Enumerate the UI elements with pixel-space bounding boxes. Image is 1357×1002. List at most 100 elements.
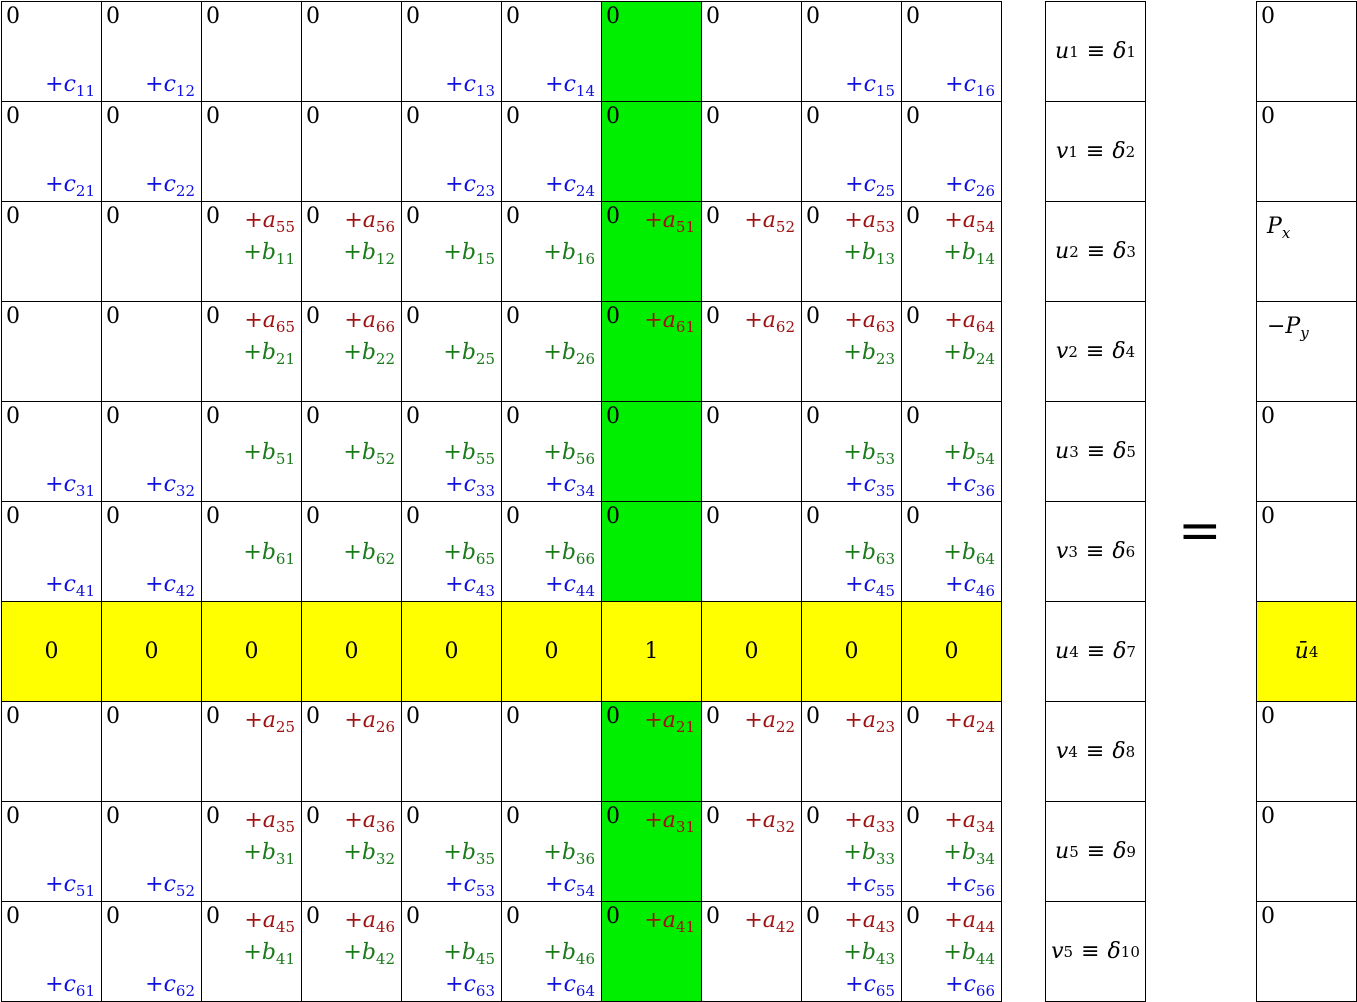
plus-sign: +	[145, 72, 164, 97]
zero-entry: 0	[506, 104, 520, 129]
zero-entry: 0	[706, 504, 720, 529]
rhs-value: −Py	[1267, 314, 1309, 341]
coef-letter: a	[962, 808, 976, 833]
a-term: +a25	[244, 708, 295, 735]
plus-sign: +	[45, 72, 64, 97]
delta-symbol: δ	[1112, 339, 1126, 364]
matrix-cell: 0 +c13	[401, 1, 502, 102]
c-term: +c33	[445, 472, 495, 499]
matrix-cell: 0 +a61	[601, 301, 702, 402]
zero-entry: 0	[406, 504, 420, 529]
coef-index: 43	[475, 582, 495, 600]
a-term: +a56	[344, 208, 395, 235]
coef-index: 32	[175, 482, 195, 500]
zero-entry: 0	[6, 404, 20, 429]
zero-entry: 0	[506, 204, 520, 229]
coef-letter: c	[563, 172, 576, 197]
coef-letter: c	[963, 572, 976, 597]
coef-index: 65	[875, 982, 895, 1000]
coef-letter: a	[962, 208, 976, 233]
b-term: +b31	[243, 840, 295, 867]
coef-index: 44	[975, 950, 995, 968]
unknown-label: u 2 ≡ δ 3	[1055, 239, 1136, 264]
a-term: +a54	[944, 208, 995, 235]
matrix-cell: 0 +c21	[1, 101, 102, 202]
zero-entry: 0	[106, 504, 120, 529]
zero-entry: 0	[6, 4, 20, 29]
matrix-cell: 0 +b36 +c54	[501, 801, 602, 902]
equiv-sign: ≡	[1085, 139, 1105, 164]
plus-sign: +	[343, 440, 362, 465]
coef-letter: b	[861, 340, 876, 365]
zero-entry: 0	[806, 704, 820, 729]
unknown-var: u	[1055, 639, 1070, 664]
coef-index: 63	[875, 550, 895, 568]
matrix-entry: 0	[344, 639, 359, 664]
plus-sign: +	[445, 572, 464, 597]
coef-letter: a	[762, 908, 776, 933]
zero-entry: 0	[506, 404, 520, 429]
plus-sign: +	[945, 472, 964, 497]
coef-index: 46	[575, 950, 595, 968]
zero-entry: 0	[506, 504, 520, 529]
matrix-cell: 0	[501, 601, 602, 702]
coef-index: 32	[775, 818, 795, 836]
matrix-cell: 0 +a35 +b31	[201, 801, 302, 902]
zero-entry: 0	[706, 904, 720, 929]
coef-index: 53	[875, 218, 895, 236]
matrix-cell: 0	[601, 1, 702, 102]
zero-entry: 0	[206, 404, 220, 429]
coef-index: 24	[975, 718, 995, 736]
plus-sign: +	[843, 940, 862, 965]
coef-letter: b	[461, 840, 476, 865]
matrix-entry: 0	[444, 639, 459, 664]
c-term: +c21	[45, 172, 95, 199]
unknown-cell: v 2 ≡ δ 4	[1045, 301, 1146, 402]
plus-sign: +	[145, 172, 164, 197]
c-term: +c13	[445, 72, 495, 99]
plus-sign: +	[945, 872, 964, 897]
matrix-cell: 0 +c11	[1, 1, 102, 102]
matrix-entry: 1	[644, 639, 659, 664]
matrix-entry: 0	[144, 639, 159, 664]
plus-sign: +	[145, 972, 164, 997]
plus-sign: +	[145, 572, 164, 597]
rhs-value: 0	[1261, 104, 1275, 129]
unknown-cell: u 4 ≡ δ 7	[1045, 601, 1146, 702]
coef-index: 41	[275, 950, 295, 968]
coef-letter: b	[361, 340, 376, 365]
coef-letter: a	[862, 908, 876, 933]
plus-sign: +	[45, 472, 64, 497]
coef-index: 31	[75, 482, 95, 500]
c-term: +c25	[845, 172, 895, 199]
coef-letter: a	[262, 708, 276, 733]
equals-sign: =	[1178, 501, 1222, 561]
coef-letter: b	[461, 940, 476, 965]
equiv-sign: ≡	[1086, 839, 1106, 864]
unknown-cell: v 1 ≡ δ 2	[1045, 101, 1146, 202]
coef-letter: a	[362, 308, 376, 333]
coef-letter: b	[261, 540, 276, 565]
coef-letter: a	[262, 308, 276, 333]
plus-sign: +	[443, 440, 462, 465]
rhs-cell: 0	[1256, 701, 1357, 802]
coef-index: 64	[575, 982, 595, 1000]
coef-letter: a	[662, 308, 676, 333]
zero-entry: 0	[606, 804, 620, 829]
plus-sign: +	[945, 72, 964, 97]
zero-entry: 0	[806, 504, 820, 529]
zero-entry: 0	[706, 804, 720, 829]
coef-index: 54	[575, 882, 595, 900]
coef-letter: a	[662, 708, 676, 733]
coef-letter: b	[861, 440, 876, 465]
zero-entry: 0	[6, 204, 20, 229]
matrix-cell: 0	[701, 501, 802, 602]
b-term: +b34	[943, 840, 995, 867]
matrix-cell: 0 +a42	[701, 901, 802, 1002]
b-term: +b51	[243, 440, 295, 467]
matrix-cell: 0 +a22	[701, 701, 802, 802]
b-term: +b56	[543, 440, 595, 467]
c-term: +c11	[45, 72, 95, 99]
plus-sign: +	[844, 208, 863, 233]
